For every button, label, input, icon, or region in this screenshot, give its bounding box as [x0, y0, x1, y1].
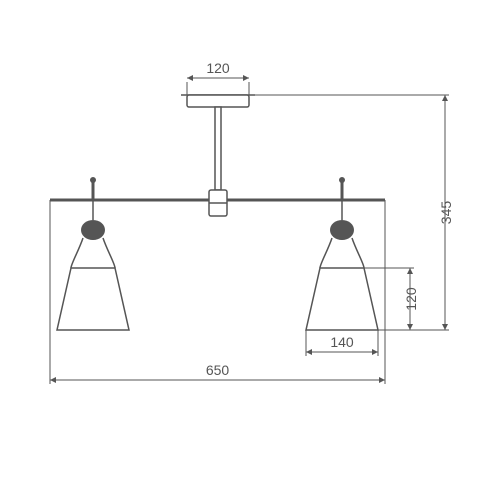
- dim-shade-height: 120: [403, 287, 419, 311]
- dim-canopy-width: 120: [206, 60, 230, 76]
- lamp-shade-left: [57, 200, 129, 330]
- center-hub: [209, 190, 227, 216]
- arrowhead: [372, 349, 378, 355]
- dim-total-height: 345: [438, 201, 454, 225]
- ceiling-canopy: [181, 95, 255, 107]
- arrowhead: [379, 377, 385, 383]
- dimensional-drawing: 120 650 140 345 120: [0, 0, 500, 500]
- arrowhead: [306, 349, 312, 355]
- dim-total-width: 650: [206, 362, 230, 378]
- arrowhead: [243, 75, 249, 81]
- arrowhead: [187, 75, 193, 81]
- lamp-shade-right: [306, 200, 378, 330]
- arm-finial-left: [90, 177, 96, 200]
- arm-finial-right: [339, 177, 345, 200]
- arrowhead: [442, 324, 448, 330]
- arrowhead: [50, 377, 56, 383]
- drawing-svg: 120 650 140 345 120: [0, 0, 500, 500]
- arrowhead: [407, 324, 413, 330]
- arrowhead: [442, 95, 448, 101]
- down-stem: [215, 107, 221, 190]
- dim-shade-width: 140: [330, 334, 354, 350]
- arrowhead: [407, 268, 413, 274]
